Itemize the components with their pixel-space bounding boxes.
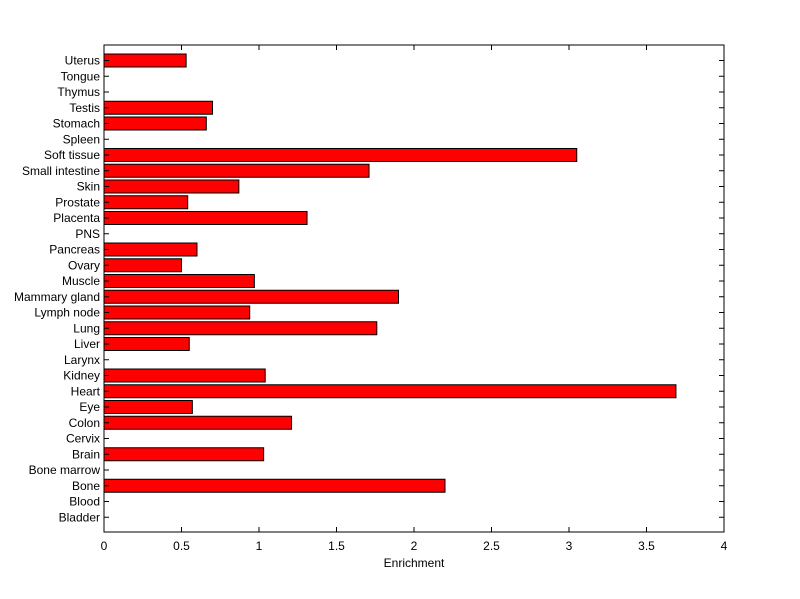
x-tick-label: 1.5: [328, 539, 345, 553]
y-tick-label: Ovary: [68, 258, 100, 272]
bar: [103, 305, 251, 320]
y-tick-label: Kidney: [63, 369, 100, 383]
y-tick-label: Testis: [69, 101, 100, 115]
bar: [103, 53, 187, 68]
y-tick-label: Bone: [72, 479, 100, 493]
y-tick-label: Stomach: [53, 117, 100, 131]
bar: [103, 211, 308, 225]
x-tick-label: 4: [721, 539, 728, 553]
y-tick-label: Spleen: [63, 132, 100, 146]
y-tick-label: Pancreas: [49, 243, 100, 257]
y-tick-label: PNS: [75, 227, 100, 241]
bar: [103, 289, 399, 304]
x-tick-label: 2.5: [483, 539, 500, 553]
axes-frame: [103, 44, 725, 533]
x-tick-labels: 0 0.5 1 1.5 2 2.5 3 3.5 4: [101, 539, 728, 553]
bar: [103, 100, 213, 115]
y-tick-label: Skin: [77, 180, 100, 194]
y-tick-label: Lymph node: [34, 306, 100, 320]
x-axis-label: Enrichment: [384, 556, 445, 570]
y-tick-label: Mammary gland: [14, 290, 100, 304]
y-tick-label: Brain: [72, 447, 100, 461]
bar: [103, 400, 193, 414]
x-tick-label: 3: [566, 539, 573, 553]
y-tick-label: Liver: [74, 337, 100, 351]
bar: [103, 274, 255, 288]
bar: [103, 478, 446, 493]
x-tick-label: 0.5: [173, 539, 190, 553]
bar: [103, 116, 207, 131]
x-tick-label: 1: [256, 539, 263, 553]
y-tick-label: Muscle: [62, 274, 100, 288]
bar: [103, 447, 265, 462]
y-tick-label: Blood: [69, 495, 100, 509]
bar: [103, 368, 266, 383]
x-tick-label: 3.5: [638, 539, 655, 553]
bar: [103, 384, 677, 399]
y-tick-label: Thymus: [57, 85, 100, 99]
x-tick-label: 0: [101, 539, 108, 553]
bar: [103, 321, 378, 336]
y-tick-label: Tongue: [61, 69, 101, 83]
y-tick-label: Larynx: [64, 353, 100, 367]
bar: [103, 258, 182, 273]
y-tick-label: Bladder: [59, 510, 100, 524]
y-tick-label: Soft tissue: [44, 148, 100, 162]
y-tick-label: Heart: [71, 384, 101, 398]
y-tick-label: Colon: [69, 416, 100, 430]
bar: [103, 148, 578, 162]
y-tick-label: Placenta: [53, 211, 100, 225]
x-tick-label: 2: [411, 539, 418, 553]
y-tick-label: Eye: [79, 400, 100, 414]
bar: [103, 337, 190, 351]
y-tick-label: Small intestine: [22, 164, 100, 178]
y-tick-label: Prostate: [55, 195, 100, 209]
y-tick-label: Lung: [73, 321, 100, 335]
bar: [103, 179, 240, 194]
bar: [103, 242, 198, 257]
bar: [103, 163, 370, 178]
y-tick-label: Cervix: [66, 432, 100, 446]
y-tick-label: Bone marrow: [29, 463, 101, 477]
bar: [103, 195, 189, 210]
bar: [103, 415, 293, 430]
y-tick-label: Uterus: [65, 54, 100, 68]
